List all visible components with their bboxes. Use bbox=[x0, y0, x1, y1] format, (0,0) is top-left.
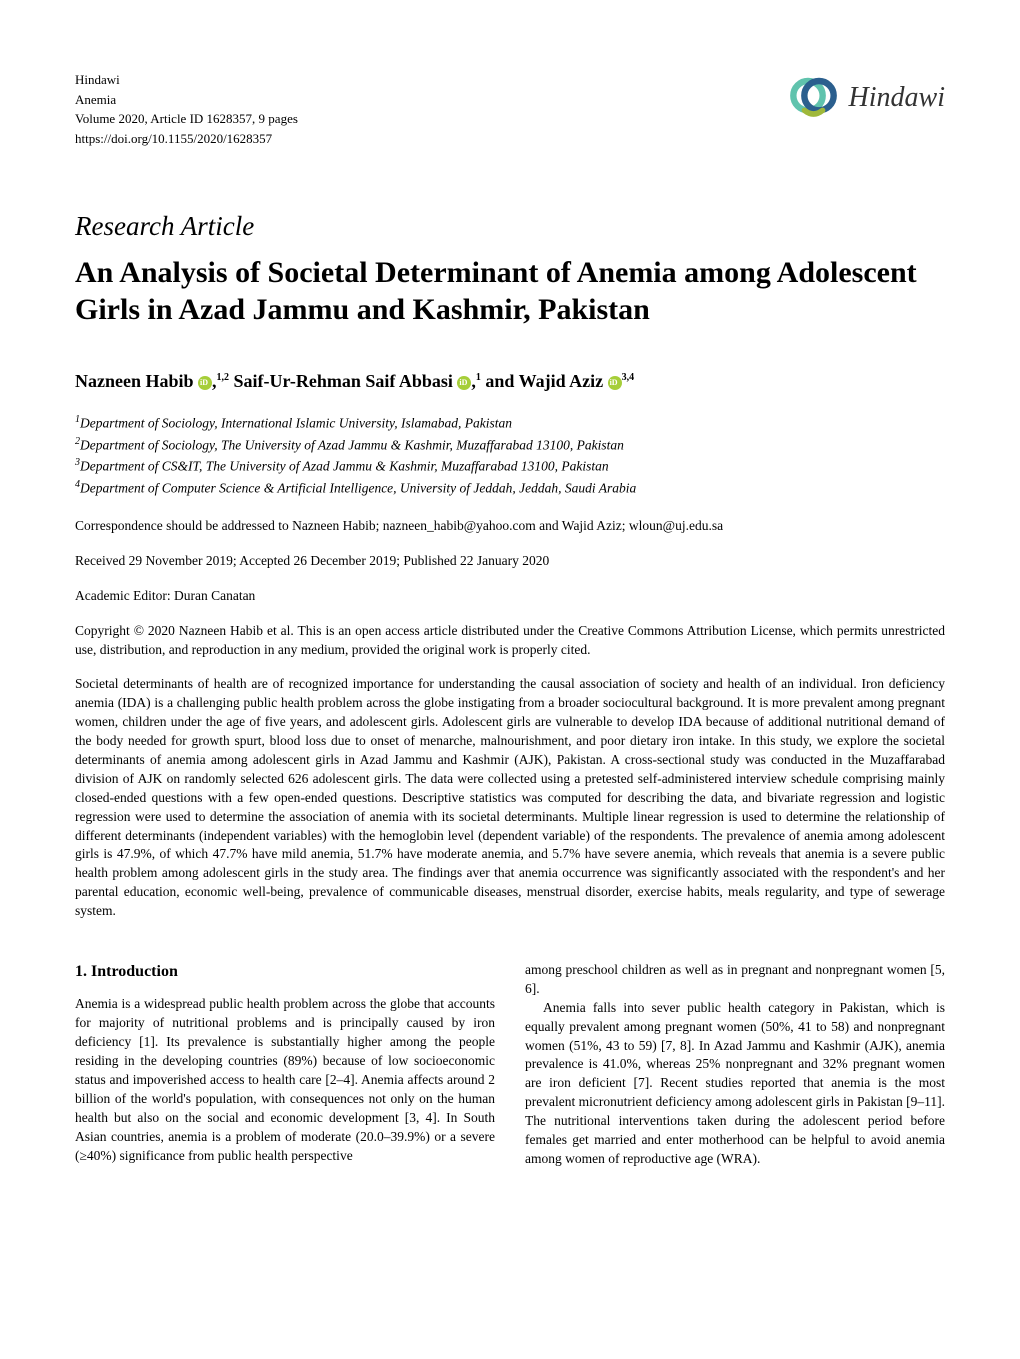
section-1-heading: 1. Introduction bbox=[75, 961, 495, 983]
volume-line: Volume 2020, Article ID 1628357, 9 pages bbox=[75, 109, 298, 129]
author-3-affiliation: 3,4 bbox=[622, 372, 635, 383]
copyright-notice: Copyright © 2020 Nazneen Habib et al. Th… bbox=[75, 622, 945, 660]
author-3-name: Wajid Aziz bbox=[519, 371, 604, 391]
correspondence-line: Correspondence should be addressed to Na… bbox=[75, 517, 945, 536]
article-type: Research Article bbox=[75, 208, 945, 246]
author-1-affiliation: 1,2 bbox=[217, 372, 230, 383]
right-column: among preschool children as well as in p… bbox=[525, 961, 945, 1169]
journal-name: Anemia bbox=[75, 90, 298, 110]
orcid-icon[interactable] bbox=[198, 376, 212, 390]
article-title: An Analysis of Societal Determinant of A… bbox=[75, 254, 945, 329]
orcid-icon[interactable] bbox=[608, 376, 622, 390]
header-meta: Hindawi Anemia Volume 2020, Article ID 1… bbox=[75, 70, 298, 148]
affiliation-4: 4Department of Computer Science & Artifi… bbox=[75, 477, 945, 499]
logo-text: Hindawi bbox=[849, 78, 945, 117]
author-1-name: Nazneen Habib bbox=[75, 371, 194, 391]
intro-paragraph-2: Anemia falls into sever public health ca… bbox=[525, 999, 945, 1169]
publisher-name: Hindawi bbox=[75, 70, 298, 90]
academic-editor: Academic Editor: Duran Canatan bbox=[75, 587, 945, 606]
author-list: Nazneen Habib ,1,2 Saif-Ur-Rehman Saif A… bbox=[75, 369, 945, 394]
body-columns: 1. Introduction Anemia is a widespread p… bbox=[75, 961, 945, 1169]
orcid-icon[interactable] bbox=[457, 376, 471, 390]
left-column: 1. Introduction Anemia is a widespread p… bbox=[75, 961, 495, 1169]
publisher-logo: Hindawi bbox=[786, 70, 945, 125]
affiliation-3: 3Department of CS&IT, The University of … bbox=[75, 455, 945, 477]
intro-paragraph-1: Anemia is a widespread public health pro… bbox=[75, 995, 495, 1165]
affiliation-1: 1Department of Sociology, International … bbox=[75, 412, 945, 434]
hindawi-rings-icon bbox=[786, 70, 841, 125]
author-2-name: Saif-Ur-Rehman Saif Abbasi bbox=[234, 371, 453, 391]
author-2-affiliation: 1 bbox=[476, 372, 481, 383]
abstract-text: Societal determinants of health are of r… bbox=[75, 675, 945, 921]
intro-paragraph-1-cont: among preschool children as well as in p… bbox=[525, 961, 945, 999]
header-row: Hindawi Anemia Volume 2020, Article ID 1… bbox=[75, 70, 945, 148]
affiliation-list: 1Department of Sociology, International … bbox=[75, 412, 945, 499]
affiliation-2: 2Department of Sociology, The University… bbox=[75, 434, 945, 456]
doi-link[interactable]: https://doi.org/10.1155/2020/1628357 bbox=[75, 129, 298, 149]
dates-line: Received 29 November 2019; Accepted 26 D… bbox=[75, 552, 945, 571]
